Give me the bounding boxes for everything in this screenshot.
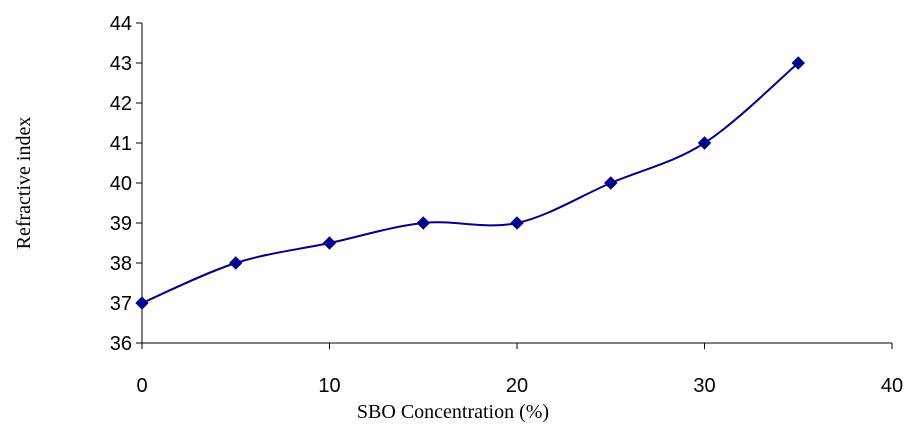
x-tick-labels: 0 10 20 30 40 [136,375,903,397]
x-tick-label: 0 [136,375,147,397]
y-tick-label: 44 [110,13,132,35]
x-tick-label: 10 [318,375,340,397]
x-tick-marks [141,343,893,349]
data-point-marker [229,256,243,270]
y-axis-title: Refractive index [13,117,35,250]
y-tick-label: 41 [110,133,132,155]
y-tick-label: 43 [110,53,132,75]
y-tick-labels: 36 37 38 39 40 41 42 43 44 [110,13,132,355]
data-point-marker [697,136,712,150]
y-tick-label: 39 [110,213,132,235]
y-tick-label: 36 [110,333,132,355]
x-tick-label: 20 [506,375,528,397]
data-point-markers [135,56,805,310]
x-axis-title: SBO Concentration (%) [357,401,549,423]
data-point-marker [416,216,430,230]
data-point-marker [135,296,149,310]
x-tick-label: 40 [881,375,903,397]
y-tick-label: 42 [110,93,132,115]
y-tick-label: 40 [110,173,132,195]
data-point-marker [322,236,337,250]
data-point-marker [791,56,805,70]
y-tick-marks [136,22,142,344]
y-tick-label: 37 [110,293,132,315]
data-point-marker [604,176,618,190]
data-point-marker [510,216,524,230]
y-tick-label: 38 [110,253,132,275]
series-line [141,62,799,304]
axes [141,23,892,344]
x-tick-label: 30 [693,375,715,397]
